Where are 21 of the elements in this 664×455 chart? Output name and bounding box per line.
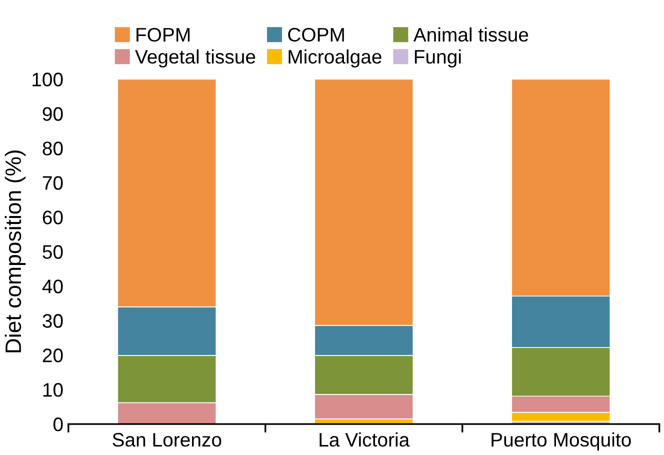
y-tick-label: 60	[42, 210, 63, 224]
legend-label: Animal tissue	[413, 27, 528, 42]
legend-label: COPM	[288, 28, 344, 42]
x-tick-label: San Lorenzo	[112, 432, 222, 447]
y-tick-label: 0	[53, 418, 63, 432]
y-tick-label: 100	[32, 72, 63, 86]
legend-label: FOPM	[136, 28, 190, 42]
y-axis-title: Diet composition (%)	[4, 150, 26, 352]
y-tick-label: 20	[42, 348, 63, 362]
legend-label: Microalgae	[288, 49, 382, 68]
y-tick-label: 10	[43, 383, 63, 397]
x-tick-label: Puerto Mosquito	[492, 432, 631, 451]
y-tick-label: 30	[42, 314, 63, 328]
y-tick-label: 70	[42, 176, 63, 190]
y-tick-label: 90	[42, 107, 63, 121]
y-tick-label: 80	[42, 142, 63, 156]
y-tick-label: 40	[42, 280, 63, 294]
x-tick-label: La Victoria	[320, 432, 410, 447]
legend-label: Fungi	[414, 49, 461, 68]
legend-label: Vegetal tissue	[135, 49, 256, 68]
y-tick-label: 50	[42, 245, 63, 259]
